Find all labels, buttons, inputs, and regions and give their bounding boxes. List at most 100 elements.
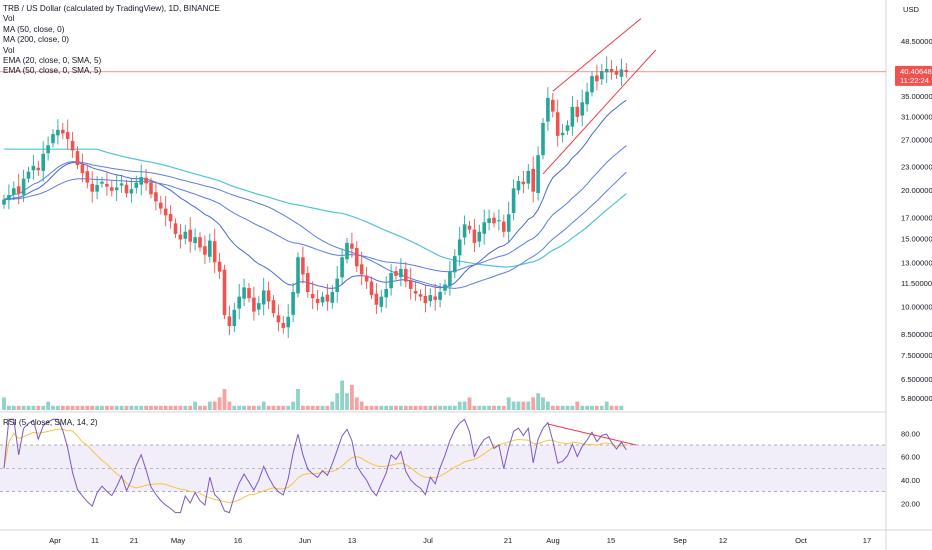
legend-vol[interactable]: Vol [3,14,15,24]
volume-bar [119,405,124,410]
candle [129,178,134,203]
candle [340,248,344,285]
candle [227,305,232,336]
candle [413,282,418,301]
candle [114,174,119,201]
candle [590,71,594,97]
wedge-lower-line[interactable] [542,49,657,175]
volume-bar [227,401,232,410]
candle [36,160,41,176]
volume-bar [369,405,374,410]
candle-body [526,170,531,184]
candle [546,87,550,131]
candle-body [173,223,178,234]
candle [21,169,26,203]
candle [399,258,403,287]
candle-body [614,70,619,75]
candle [203,235,207,264]
candle-body [364,275,369,282]
volume-bar [526,401,531,410]
ma200-line [4,148,627,268]
volume-bar [609,405,614,410]
price-tick-label: 6.500000 [901,375,932,384]
candles [2,56,629,339]
legend-ema20[interactable]: EMA (20, close, 0, SMA, 5) [3,56,102,66]
volume-bar [305,405,310,410]
candle [330,285,335,309]
price-tick-label: 15.000000 [901,234,932,243]
candle [163,196,168,227]
volume-bar [266,405,271,410]
candle-body [56,129,60,136]
trendlines[interactable] [0,18,886,175]
volume-bar [26,405,31,410]
time-tick-label: 13 [348,536,356,545]
legend-vol-2[interactable]: Vol [3,45,15,55]
ema50-line [3,145,627,273]
volume-bar [31,405,36,410]
legend-ma200[interactable]: MA (200, close, 0) [3,35,69,45]
volume-bar [193,401,197,410]
candle-body [359,264,364,275]
price-tick-label: 8.500000 [901,330,932,339]
volume-bar [340,380,344,410]
candle-body [21,178,26,195]
rsi-legend[interactable]: RSI (5, close, SMA, 14, 2) [3,418,98,427]
volume-bar [418,405,423,410]
volume-bar [129,405,134,410]
candle-body [16,186,21,194]
candle-body [61,129,65,134]
candle-body [394,271,398,276]
candle [222,264,227,320]
volume-bar [477,405,482,410]
candle-body [467,225,472,230]
candle-body [438,291,442,300]
candle [100,176,104,188]
volume-bar [154,405,158,410]
candle-body [492,217,496,224]
candle-body [46,145,50,154]
volume-bar [222,389,227,410]
candle-body [90,183,94,192]
candle [178,223,183,249]
rsi-ma-line [3,428,627,504]
wedge-upper-line[interactable] [552,18,642,92]
volume-bar [506,397,511,410]
time-tick-label: 15 [607,536,615,545]
candle [183,224,188,245]
candle-body [85,171,90,183]
rsi-divergence-line[interactable] [547,423,637,446]
legend-ma50[interactable]: MA (50, close, 0) [3,24,65,34]
volume-bar [144,405,148,410]
candle-body [355,248,359,267]
candle [85,164,90,189]
volume-bar [325,405,330,410]
candle [325,283,330,311]
volume-bar [619,405,624,410]
volume-bar [604,401,609,410]
volume-bar [124,405,129,410]
price-tick-label: 27.000000 [901,136,932,145]
volume-bar [232,405,237,410]
candle-body [472,229,477,243]
volume-bar [374,405,379,410]
candle-body [134,182,139,188]
price-tick-label: 13.000000 [901,258,932,267]
ema20-line [3,99,627,289]
volume-bars [2,380,624,410]
volume-bar [207,401,212,410]
candle-body [453,256,457,273]
candle-body [41,153,45,171]
volume-bar [183,405,188,410]
volume-bar [75,405,80,410]
candle-body [80,164,85,174]
candle [624,63,629,78]
candle [291,283,295,323]
legend-ema50[interactable]: EMA (50, close, 0, SMA, 5) [3,66,102,76]
candle [389,264,393,296]
candle-body [369,281,374,296]
candle-body [36,167,41,171]
candle-body [604,68,609,73]
candle [286,304,290,339]
